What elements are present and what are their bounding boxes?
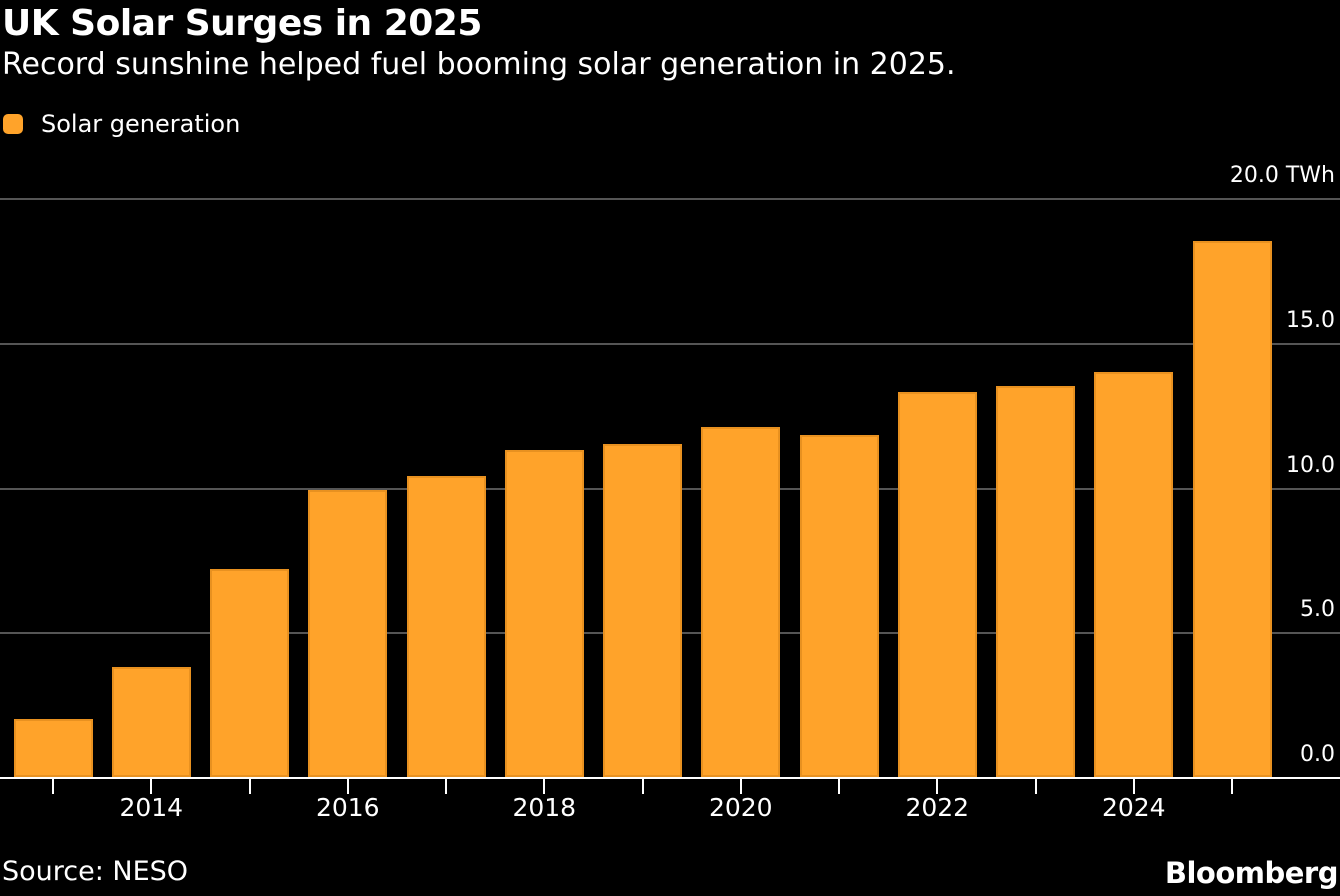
bar-2025 [1192,241,1272,777]
bar-2017 [406,475,486,777]
x-axis-label-2020: 2020 [708,793,773,822]
x-axis-tick-2015 [248,779,251,794]
source-note: Source: NESO [2,856,189,887]
bar-2022 [897,391,977,777]
bar-2013 [13,719,93,777]
y-axis-label-10: 10.0 [1286,452,1335,478]
x-axis-label-2016: 2016 [315,793,380,822]
x-axis-tick-2021 [838,779,840,794]
x-axis-line [0,777,1340,779]
bar-2016 [308,490,388,777]
x-axis-tick-2017 [445,779,447,794]
legend-swatch-icon [3,114,23,134]
x-axis-tick-2014 [150,779,153,794]
bar-2018 [504,449,584,777]
x-axis-tick-2023 [1034,779,1037,794]
x-axis-tick-2020 [739,779,742,794]
x-axis-tick-2016 [346,779,349,794]
x-axis-tick-2024 [1132,779,1135,794]
x-axis-tick-2018 [543,779,546,794]
y-axis-label-20: 20.0 TWh [1229,163,1335,188]
bar-2024 [1094,371,1174,777]
gridline-15 [0,342,1340,345]
legend: Solar generation [3,110,240,138]
x-axis-label-2014: 2014 [119,793,184,822]
x-axis-tick-2025 [1231,779,1233,794]
x-axis-tick-2013 [52,779,54,794]
chart-subtitle: Record sunshine helped fuel booming sola… [2,47,956,82]
bar-2023 [996,386,1075,777]
y-axis-label-15: 15.0 [1286,307,1335,333]
bar-2014 [111,666,191,777]
x-axis-label-2022: 2022 [905,793,970,822]
x-axis-tick-2022 [936,779,939,794]
bar-2015 [210,568,289,777]
gridline-20 [0,198,1340,200]
x-axis-label-2024: 2024 [1101,793,1166,822]
bar-2020 [701,426,781,777]
y-axis-label-0: 0.0 [1300,742,1335,767]
x-axis-tick-2019 [641,779,644,794]
x-axis-label-2018: 2018 [512,793,577,822]
y-axis-label-5: 5.0 [1300,597,1335,623]
bar-2019 [603,444,682,777]
legend-label: Solar generation [41,110,241,138]
bloomberg-logo: Bloomberg [1164,856,1339,890]
bar-2021 [799,435,879,777]
chart-title: UK Solar Surges in 2025 [2,3,482,44]
